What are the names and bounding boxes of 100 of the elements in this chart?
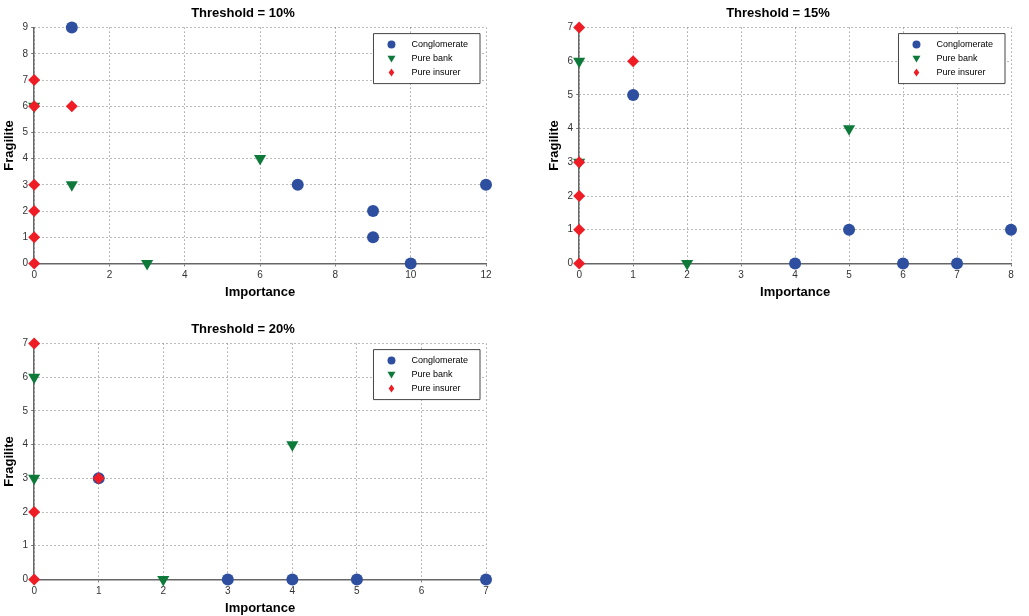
y-tick-label: 6 <box>22 371 29 383</box>
chart-title: Threshold = 15% <box>726 5 831 21</box>
y-tick-label: 2 <box>22 505 29 517</box>
y-tick-label: 5 <box>567 88 574 100</box>
point <box>627 88 640 101</box>
point <box>573 190 586 203</box>
y-tick-label: 6 <box>567 55 574 67</box>
point <box>480 573 492 586</box>
point <box>573 57 586 69</box>
point <box>681 259 694 271</box>
point <box>157 575 170 587</box>
legend-label: Pure insurer <box>936 67 986 78</box>
y-tick-label: 3 <box>22 472 29 484</box>
y-tick-label: 3 <box>22 178 29 190</box>
x-tick-label: 4 <box>181 269 188 281</box>
point <box>843 223 856 236</box>
point <box>367 231 380 244</box>
y-tick-label: 3 <box>567 156 574 168</box>
legend-label: Conglomerate <box>411 355 468 366</box>
point <box>221 573 234 586</box>
x-tick-label: 8 <box>332 269 339 281</box>
point <box>286 573 299 586</box>
y-tick-label: 6 <box>22 99 29 111</box>
legend-label: Pure insurer <box>411 383 461 394</box>
point <box>291 178 304 191</box>
point <box>65 21 78 34</box>
y-tick-label: 7 <box>22 73 29 85</box>
y-tick-label: 2 <box>22 204 29 216</box>
point <box>28 573 41 586</box>
y-axis-title: Fragilite <box>1 436 17 487</box>
point <box>480 178 492 191</box>
y-tick-label: 5 <box>22 126 29 138</box>
point <box>28 178 41 191</box>
legend-label: Pure insurer <box>411 67 461 78</box>
point <box>843 125 856 136</box>
point <box>789 257 802 270</box>
x-tick-label: 6 <box>418 585 425 597</box>
chart-title: Threshold = 10% <box>191 5 296 21</box>
point <box>897 257 910 270</box>
point <box>286 441 299 452</box>
point <box>573 223 586 236</box>
point <box>28 506 41 519</box>
y-tick-label: 9 <box>22 21 29 33</box>
y-tick-label: 4 <box>22 152 29 164</box>
legend-label: Pure bank <box>411 53 453 64</box>
x-tick-label: 1 <box>630 269 637 281</box>
point <box>28 373 41 385</box>
x-tick-label: 0 <box>31 585 38 597</box>
x-tick-label: 7 <box>954 269 961 281</box>
legend-label: Pure bank <box>411 369 453 380</box>
y-tick-label: 4 <box>22 438 29 450</box>
y-tick-label: 1 <box>22 539 29 551</box>
y-axis-title: Fragilite <box>546 120 562 171</box>
point <box>1005 223 1017 236</box>
x-tick-label: 6 <box>257 269 264 281</box>
x-tick-label: 2 <box>684 269 691 281</box>
x-tick-label: 4 <box>792 269 799 281</box>
chart-title: Threshold = 20% <box>191 321 296 337</box>
y-tick-label: 7 <box>567 21 574 33</box>
y-tick-label: 2 <box>567 189 574 201</box>
point <box>28 257 41 270</box>
y-tick-label: 7 <box>22 337 29 349</box>
point <box>28 231 41 244</box>
legend-label: Conglomerate <box>411 39 468 50</box>
x-tick-label: 5 <box>846 269 853 281</box>
x-tick-label: 2 <box>160 585 167 597</box>
y-tick-label: 1 <box>22 230 29 242</box>
x-tick-label: 6 <box>900 269 907 281</box>
legend-label: Pure bank <box>936 53 978 64</box>
point <box>28 474 41 486</box>
x-tick-label: 0 <box>576 269 583 281</box>
x-tick-label: 7 <box>483 585 490 597</box>
point <box>28 337 41 350</box>
point <box>350 573 363 586</box>
x-tick-label: 8 <box>1008 269 1015 281</box>
point <box>28 205 41 217</box>
x-tick-label: 12 <box>480 269 492 281</box>
x-tick-label: 0 <box>31 269 38 281</box>
x-tick-label: 2 <box>106 269 113 281</box>
y-tick-label: 0 <box>22 257 29 269</box>
y-tick-label: 0 <box>22 573 29 585</box>
point <box>65 181 78 192</box>
point <box>404 257 417 270</box>
x-tick-label: 1 <box>95 585 102 597</box>
y-tick-label: 8 <box>22 47 29 59</box>
y-tick-label: 5 <box>22 404 29 416</box>
x-axis-title: Importance <box>225 283 296 299</box>
point <box>573 21 586 34</box>
y-tick-label: 1 <box>567 223 574 235</box>
x-tick-label: 10 <box>405 269 417 281</box>
x-tick-label: 3 <box>738 269 745 281</box>
x-axis-title: Importance <box>760 283 831 299</box>
point <box>141 259 154 271</box>
y-axis-title: Fragilite <box>1 120 17 171</box>
point <box>367 205 380 217</box>
x-tick-label: 4 <box>289 585 296 597</box>
point <box>627 55 640 68</box>
y-tick-label: 4 <box>567 122 574 134</box>
x-tick-label: 3 <box>225 585 232 597</box>
x-axis-title: Importance <box>225 599 296 615</box>
